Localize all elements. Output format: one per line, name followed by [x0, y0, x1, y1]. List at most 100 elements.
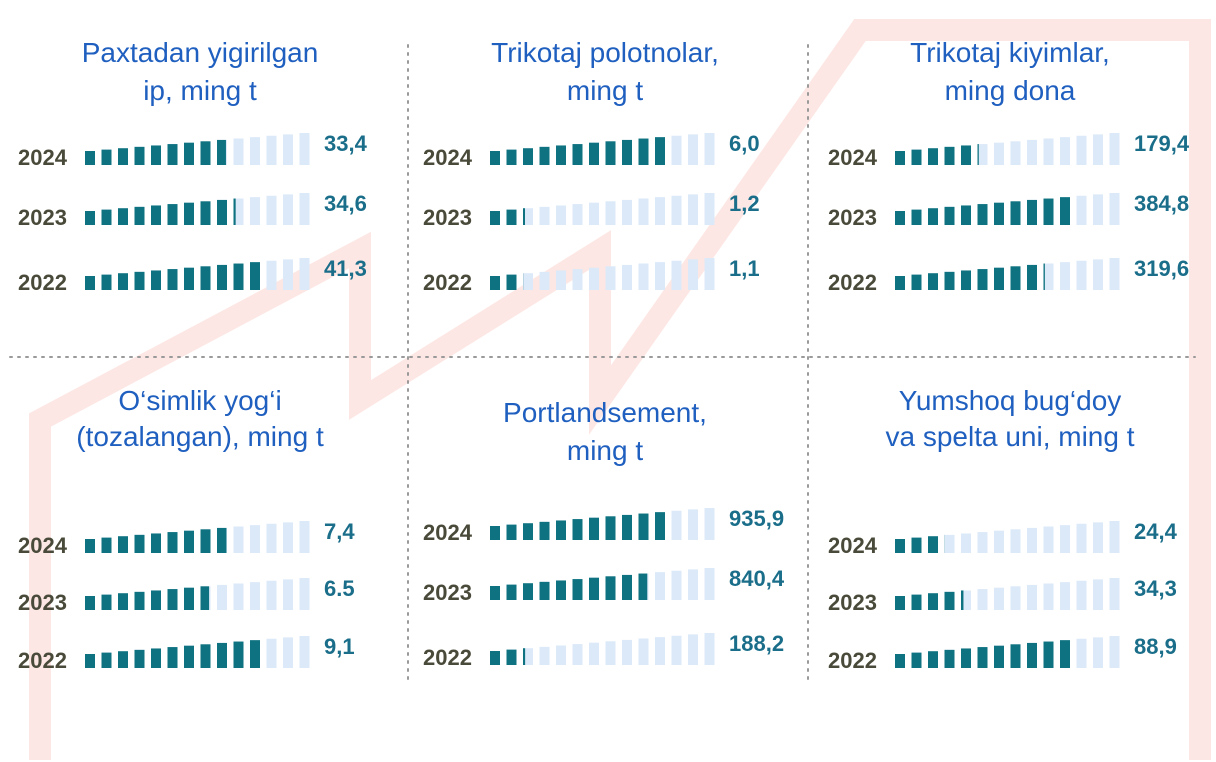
- bar-segment: [895, 596, 905, 610]
- track-segment: [704, 633, 715, 665]
- track-segment: [572, 644, 583, 665]
- track-segment: [250, 197, 260, 225]
- bar-segment: [655, 512, 665, 540]
- track-segment: [283, 579, 293, 610]
- bar-segment: [506, 524, 517, 540]
- bar-segment: [200, 141, 211, 165]
- track-segment: [655, 262, 665, 290]
- bar-segment: [101, 274, 112, 290]
- bar-segment: [1010, 266, 1021, 290]
- track-segment: [539, 646, 550, 665]
- year-label: 2022: [828, 648, 877, 673]
- bar-segment: [911, 652, 922, 668]
- track-segment: [977, 532, 988, 553]
- year-label: 2022: [18, 270, 67, 295]
- track-segment: [523, 648, 533, 665]
- bar-segment: [151, 533, 161, 553]
- value-label: 179,4: [1134, 131, 1190, 156]
- bar-segment: [911, 594, 922, 610]
- panel-title: Trikotaj polotnolar,: [491, 37, 719, 68]
- bar-segment: [944, 591, 955, 610]
- bar-segment: [85, 596, 95, 610]
- bar-segment: [589, 142, 599, 165]
- bar-segment: [655, 137, 665, 165]
- bar-segment: [638, 573, 648, 600]
- track-segment: [299, 636, 310, 668]
- track-segment: [299, 193, 310, 225]
- bar-segment: [490, 651, 500, 665]
- panel-title: ming t: [567, 75, 643, 106]
- track-segment: [961, 590, 971, 610]
- bar: [490, 648, 526, 665]
- track-segment: [688, 194, 698, 225]
- bar-segment: [134, 649, 145, 668]
- track-segment: [266, 260, 277, 290]
- bar-segment: [151, 205, 161, 225]
- bar-segment: [233, 641, 244, 668]
- bar-segment: [895, 654, 905, 668]
- track-segment: [704, 258, 715, 290]
- bar-segment: [118, 273, 128, 290]
- year-label: 2022: [18, 648, 67, 673]
- track-segment: [556, 270, 566, 290]
- bar-segment: [101, 149, 112, 165]
- bar-segment: [151, 270, 161, 290]
- track-segment: [688, 134, 698, 165]
- track-segment: [283, 134, 293, 165]
- track-segment: [1010, 141, 1021, 165]
- bar: [895, 197, 1070, 225]
- bar-segment: [118, 651, 128, 668]
- bar-segment: [233, 198, 236, 225]
- bar-segment: [217, 199, 227, 225]
- track-segment: [1027, 139, 1037, 165]
- bar-segment: [1043, 198, 1054, 225]
- track-segment: [1010, 529, 1021, 553]
- bar-segment: [895, 211, 905, 225]
- track-segment: [1093, 579, 1103, 610]
- track-segment: [638, 638, 649, 665]
- bar-segment: [961, 590, 964, 610]
- track-segment: [539, 206, 550, 225]
- bar-segment: [134, 591, 145, 610]
- value-label: 34,6: [324, 191, 367, 216]
- bar-segment: [200, 586, 210, 610]
- bar-segment: [167, 144, 178, 165]
- bar: [895, 263, 1045, 290]
- track-segment: [266, 580, 277, 610]
- value-label: 840,4: [729, 566, 785, 591]
- bar-segment: [911, 274, 922, 290]
- bar-segment: [1043, 641, 1054, 668]
- track-segment: [704, 568, 715, 600]
- track-segment: [1093, 522, 1103, 553]
- bar-segment: [977, 204, 988, 225]
- bar-segment: [523, 148, 533, 165]
- track-segment: [266, 638, 277, 668]
- bar-segment: [85, 539, 95, 553]
- track-segment: [572, 204, 583, 225]
- track-segment: [671, 195, 682, 225]
- bar-segment: [118, 593, 128, 610]
- bar-segment: [1010, 644, 1021, 668]
- track-segment: [1060, 525, 1070, 553]
- bar-segment: [961, 648, 971, 668]
- bar-segment: [85, 654, 95, 668]
- track-segment: [1043, 138, 1054, 165]
- bar-segment: [250, 640, 260, 668]
- bar-segment: [101, 652, 112, 668]
- bar-segment: [200, 644, 211, 668]
- track-segment: [299, 578, 310, 610]
- bar-segment: [944, 649, 955, 668]
- track-segment: [605, 641, 616, 665]
- bar-segment: [638, 513, 649, 540]
- track-segment: [217, 584, 227, 610]
- track-segment: [977, 589, 988, 610]
- year-label: 2023: [828, 590, 877, 615]
- bar-segment: [85, 151, 95, 165]
- bar-segment: [605, 141, 616, 165]
- bar-segment: [994, 267, 1004, 290]
- year-label: 2024: [423, 145, 473, 170]
- bar-segment: [151, 590, 161, 610]
- year-label: 2023: [423, 205, 472, 230]
- panel-title: Portlandsement,: [503, 397, 707, 428]
- track-segment: [638, 198, 649, 225]
